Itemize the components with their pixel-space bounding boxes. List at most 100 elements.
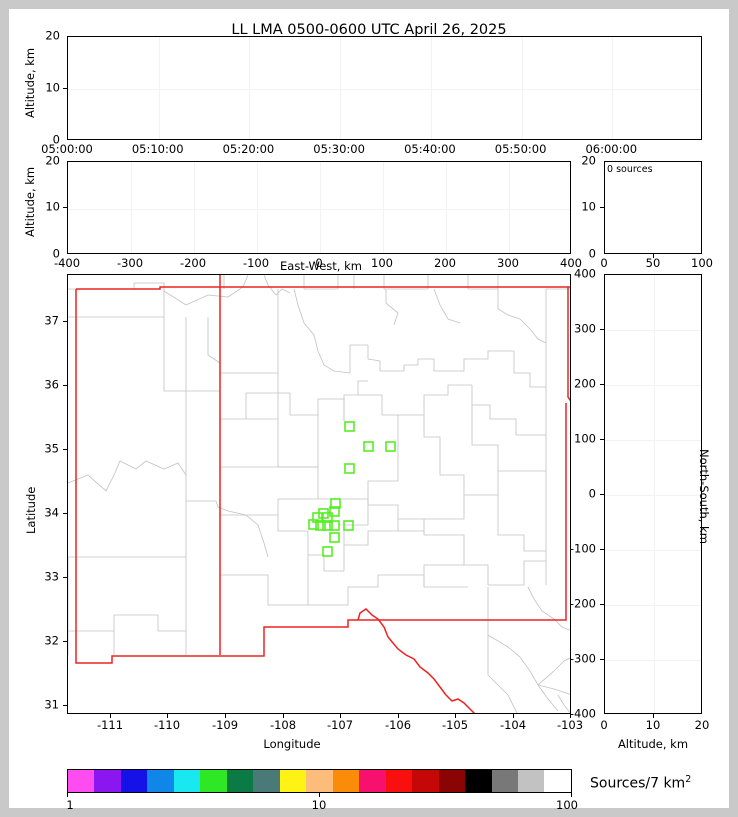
source-count-histogram-panel[interactable]: 0 sources — [604, 161, 702, 254]
gridline — [430, 37, 432, 139]
axis-label-altitude-ns: Altitude, km — [617, 737, 689, 751]
axis-label-longitude: Longitude — [263, 737, 321, 751]
colorbar-segment — [68, 770, 95, 792]
map-geometry — [68, 275, 570, 713]
tick-label-x: 400 — [560, 256, 582, 270]
tick — [340, 714, 341, 718]
tick-label-x: 300 — [497, 256, 519, 270]
gridline — [158, 37, 160, 139]
tick-label-x: -106 — [384, 718, 412, 732]
tick-label-y: -300 — [569, 651, 596, 666]
source-count-annotation: 0 sources — [607, 164, 653, 175]
tick — [600, 494, 604, 495]
colorbar-segment — [253, 770, 280, 792]
colorbar-segment — [517, 770, 545, 792]
colorbar-segment — [544, 770, 571, 792]
colorbar[interactable] — [67, 769, 572, 793]
colorbar-segment — [306, 770, 333, 792]
tick-label-y: 100 — [574, 431, 596, 446]
tick-label-y: 0 — [52, 132, 60, 147]
gridline — [249, 37, 251, 139]
tick-label-y: 20 — [45, 28, 60, 43]
east-west-altitude-panel[interactable] — [67, 161, 571, 254]
tick-label-x: -110 — [153, 718, 181, 732]
tick-label-x: -104 — [499, 718, 527, 732]
colorbar-label: Sources/7 km2 — [590, 774, 691, 792]
colorbar-segment — [200, 770, 227, 792]
colorbar-tick-label: 1 — [66, 798, 74, 812]
tick-label-x: -200 — [179, 256, 207, 270]
tick-label-x: 05:50:00 — [494, 142, 547, 156]
tick-label-y: 31 — [44, 697, 59, 712]
gridline — [605, 605, 701, 606]
gridline — [68, 208, 570, 210]
plan-view-map-panel[interactable] — [67, 274, 571, 714]
colorbar-segment — [438, 770, 466, 792]
tick — [600, 549, 604, 550]
tick — [63, 577, 67, 578]
tick — [63, 321, 67, 322]
colorbar-tick — [571, 793, 572, 797]
gridline — [194, 162, 195, 253]
tick-label-x: -111 — [96, 718, 124, 732]
tick-label-y: 34 — [44, 505, 59, 520]
gridline — [654, 275, 655, 713]
colorbar-segment — [147, 770, 174, 792]
colorbar-tick — [67, 793, 68, 797]
tick-label-x: -109 — [211, 718, 239, 732]
tick-label-x: 05:20:00 — [222, 142, 275, 156]
colorbar-label-exponent: 2 — [685, 774, 692, 785]
gridline — [320, 162, 321, 253]
axis-label-altitude: Altitude, km — [23, 47, 37, 118]
tick-label-y: 10 — [45, 80, 60, 95]
tick — [455, 714, 456, 718]
gridline — [68, 89, 701, 90]
axis-label-latitude: Latitude — [24, 486, 38, 534]
tick — [63, 513, 67, 514]
tick-label-y: 36 — [44, 377, 59, 392]
tick — [600, 329, 604, 330]
gridline — [605, 440, 701, 441]
altitude-northsouth-panel[interactable] — [604, 274, 702, 714]
tick-label-x: 100 — [691, 256, 713, 270]
time-height-panel[interactable] — [67, 36, 702, 140]
colorbar-segment — [359, 770, 386, 792]
tick-label-y: 10 — [45, 199, 60, 214]
tick — [110, 714, 111, 718]
tick-label-x: 50 — [645, 256, 661, 270]
tick — [600, 659, 604, 660]
tick-label-x: 10 — [645, 718, 661, 732]
tick — [653, 714, 654, 718]
tick-label-y: 35 — [44, 441, 59, 456]
tick-label-y: 200 — [574, 376, 596, 391]
tick — [63, 449, 67, 450]
colorbar-segment — [491, 770, 518, 792]
tick-label-x: -107 — [326, 718, 354, 732]
tick-label-x: -108 — [269, 718, 297, 732]
tick-label-y: 10 — [581, 199, 596, 214]
gridline — [612, 37, 614, 139]
colorbar-label-text: Sources/7 km — [590, 775, 686, 792]
tick-label-y: -400 — [569, 706, 596, 721]
colorbar-tick-label: 10 — [311, 798, 327, 812]
tick-label-x: 0 — [315, 256, 323, 270]
tick-label-x: 05:00:00 — [41, 142, 93, 156]
gridline — [605, 660, 701, 661]
gridline — [257, 162, 258, 253]
figure-canvas: LL LMA 0500-0600 UTC April 26, 2025 20 1… — [9, 9, 729, 812]
colorbar-segment — [173, 770, 201, 792]
tick — [653, 254, 654, 258]
gridline — [605, 550, 701, 551]
tick — [63, 705, 67, 706]
tick — [167, 714, 168, 718]
colorbar-segment — [226, 770, 254, 792]
tick-label-y: 300 — [574, 321, 596, 336]
tick-label-x: -300 — [116, 256, 144, 270]
tick-label-x: 05:10:00 — [131, 142, 184, 156]
axis-label-altitude: Altitude, km — [23, 166, 37, 237]
gridline — [605, 330, 701, 331]
tick — [63, 385, 67, 386]
tick-label-y: 400 — [574, 266, 596, 281]
gridline — [605, 385, 701, 386]
gridline — [521, 37, 523, 139]
